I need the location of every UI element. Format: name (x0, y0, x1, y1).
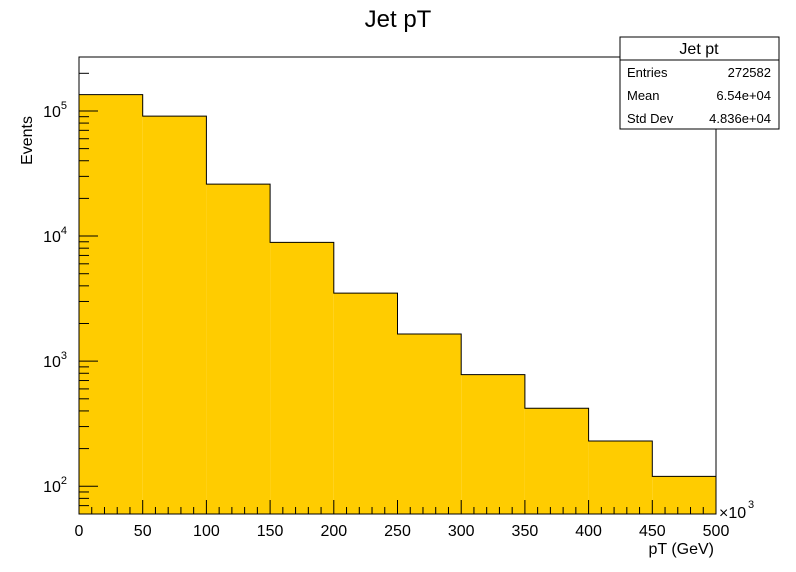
y-tick-label: 103 (43, 350, 67, 371)
x-tick-label: 400 (575, 523, 602, 540)
x-tick-label: 250 (384, 523, 411, 540)
y-tick-label: 102 (43, 475, 67, 496)
histogram-bar (588, 440, 653, 514)
stats-label-mean: Mean (627, 88, 660, 103)
chart-title: Jet pT (365, 6, 432, 33)
y-tick-label: 104 (43, 225, 67, 246)
histogram-bar (206, 184, 271, 514)
x-tick-label: 150 (257, 523, 284, 540)
stats-box: Jet pt Entries 272582 Mean 6.54e+04 Std … (619, 36, 780, 130)
x-tick-label: 200 (320, 523, 347, 540)
x-tick-label: 450 (639, 523, 666, 540)
histogram-outline (78, 94, 717, 514)
histogram-bar (652, 476, 716, 514)
stats-value-mean: 6.54e+04 (716, 88, 771, 103)
stats-value-entries: 272582 (728, 65, 771, 80)
x-tick-label: 300 (448, 523, 475, 540)
x-tick-label: 100 (193, 523, 220, 540)
y-tick-label: 105 (43, 100, 67, 121)
stats-label-entries: Entries (627, 65, 668, 80)
histogram-bar (142, 116, 207, 515)
stats-label-stddev: Std Dev (627, 111, 674, 126)
stats-box-frame (619, 36, 780, 130)
y-axis-label: Events (19, 116, 36, 165)
x-multiplier-base: ×10 (719, 505, 746, 522)
histogram-bar (461, 374, 525, 514)
x-tick-label: 50 (134, 523, 152, 540)
stats-value-stddev: 4.836e+04 (709, 111, 771, 126)
x-axis-label: pT (GeV) (649, 541, 715, 558)
histogram-bar (79, 94, 143, 514)
histogram-bar (397, 333, 462, 514)
histogram-bar (524, 408, 589, 514)
histogram-bar (333, 293, 398, 514)
histogram-bar (270, 242, 334, 514)
x-multiplier-exponent: 3 (748, 499, 754, 511)
x-axis-multiplier: ×10 3 (719, 499, 754, 522)
stats-box-title: Jet pt (679, 41, 719, 58)
x-tick-label: 350 (512, 523, 539, 540)
x-tick-label: 500 (703, 523, 730, 540)
x-tick-label: 0 (75, 523, 84, 540)
